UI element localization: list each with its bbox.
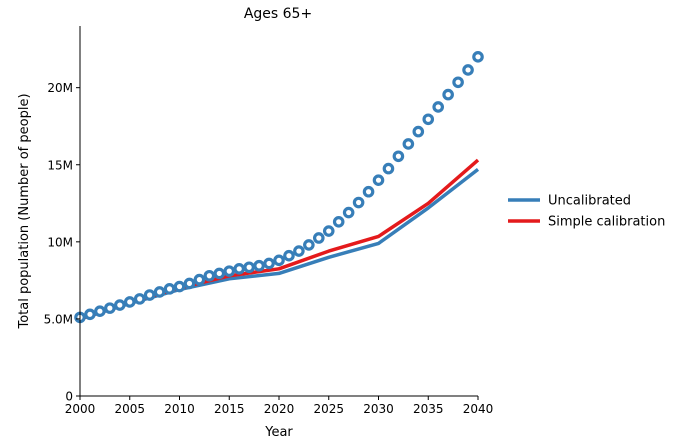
data-point bbox=[322, 225, 335, 237]
plot-area bbox=[74, 51, 484, 324]
data-point bbox=[342, 206, 355, 219]
y-axis-label: Total population (Number of people) bbox=[17, 93, 32, 329]
x-tick-label: 2005 bbox=[114, 402, 145, 416]
data-point bbox=[422, 113, 435, 126]
x-tick-label: 2035 bbox=[413, 402, 444, 416]
data-point bbox=[84, 308, 96, 321]
data-point bbox=[203, 269, 216, 282]
data-point bbox=[293, 245, 305, 257]
data-point bbox=[263, 257, 275, 270]
y-tick-label: 10M bbox=[47, 235, 73, 249]
data-point bbox=[432, 101, 444, 113]
data-point bbox=[253, 259, 265, 272]
x-tick-label: 2020 bbox=[264, 402, 295, 416]
data-point bbox=[372, 174, 385, 186]
data-point bbox=[233, 263, 245, 275]
data-point bbox=[104, 302, 116, 314]
x-tick-label: 2040 bbox=[463, 402, 494, 416]
data-point bbox=[452, 76, 464, 89]
x-axis-label: Year bbox=[264, 425, 293, 440]
x-tick-label: 2030 bbox=[363, 402, 394, 416]
data-point bbox=[402, 138, 415, 150]
x-tick-label: 2015 bbox=[214, 402, 245, 416]
data-point bbox=[193, 273, 206, 286]
data-point bbox=[133, 293, 146, 305]
data-point bbox=[163, 283, 176, 295]
x-axis-ticks: 2000 2005 2010 2015 2020 2025 2030 2035 2040 bbox=[65, 396, 494, 416]
data-point bbox=[183, 277, 196, 290]
x-tick-label: 2000 bbox=[65, 402, 96, 416]
data-point bbox=[223, 265, 236, 277]
y-axis-ticks: 0 5.0M 10M 15M 20M bbox=[44, 81, 80, 404]
data-point bbox=[352, 196, 365, 209]
data-point bbox=[153, 286, 166, 298]
data-point bbox=[332, 215, 345, 228]
x-tick-label: 2010 bbox=[164, 402, 195, 416]
data-point bbox=[303, 239, 315, 251]
data-point bbox=[392, 150, 405, 163]
data-point bbox=[173, 280, 186, 293]
legend-label: Simple calibration bbox=[548, 215, 665, 230]
data-point bbox=[94, 305, 106, 318]
data-point bbox=[283, 249, 295, 262]
legend: Uncalibrated Simple calibration bbox=[508, 194, 665, 230]
data-point bbox=[273, 254, 285, 267]
chart-title: Ages 65+ bbox=[244, 6, 312, 22]
data-point bbox=[412, 125, 425, 138]
y-tick-label: 0 bbox=[65, 390, 73, 404]
data-point bbox=[213, 267, 226, 280]
data-point bbox=[462, 64, 474, 76]
data-point bbox=[243, 261, 255, 274]
data-point bbox=[114, 299, 126, 311]
y-tick-label: 5.0M bbox=[44, 312, 73, 326]
legend-label: Uncalibrated bbox=[548, 194, 631, 209]
data-point bbox=[442, 88, 454, 101]
y-tick-label: 20M bbox=[47, 81, 73, 95]
data-point bbox=[472, 51, 484, 63]
y-tick-label: 15M bbox=[47, 158, 73, 172]
data-point bbox=[143, 289, 156, 301]
data-point bbox=[362, 185, 375, 198]
data-point bbox=[382, 162, 395, 175]
data-point bbox=[312, 232, 325, 244]
x-tick-label: 2025 bbox=[313, 402, 344, 416]
data-point bbox=[123, 296, 136, 308]
